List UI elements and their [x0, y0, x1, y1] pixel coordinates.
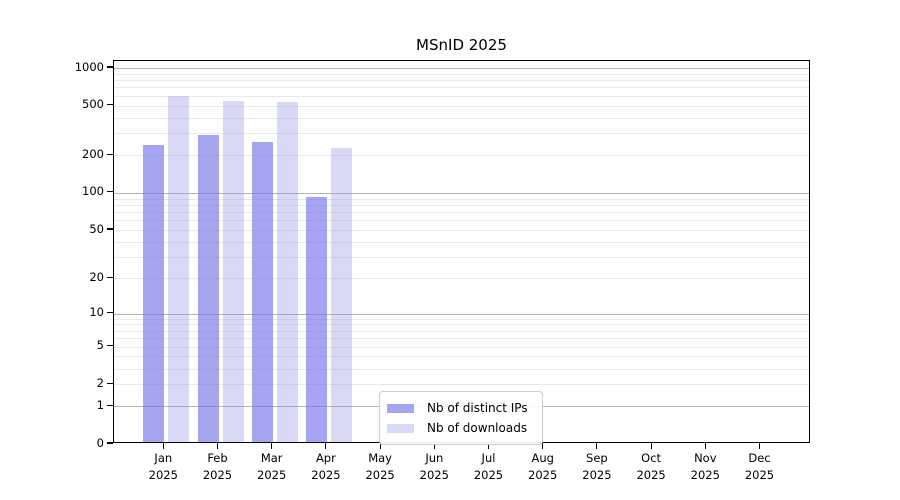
x-tick-label: Dec 2025 — [744, 451, 775, 482]
y-tick-mark — [106, 104, 113, 106]
gridline-minor — [114, 356, 809, 358]
bar-distinct-ips-jan — [143, 144, 165, 442]
gridline-minor — [114, 198, 809, 200]
gridline-major — [114, 192, 809, 194]
x-tick-label: Oct 2025 — [636, 451, 666, 482]
x-tick-mark — [596, 443, 598, 449]
gridline-minor — [114, 105, 809, 107]
x-tick-label: Jun 2025 — [419, 451, 449, 482]
x-tick-mark — [216, 443, 219, 449]
legend-swatch-downloads-icon — [387, 423, 414, 433]
y-tick-label: 5 — [96, 338, 104, 352]
y-tick-mark — [106, 153, 113, 155]
x-tick-label: Mar 2025 — [257, 451, 287, 482]
gridline-minor — [114, 338, 809, 340]
gridline-minor — [114, 330, 809, 332]
gridline-minor — [114, 384, 809, 386]
y-tick-label: 10 — [89, 305, 104, 319]
legend-swatch-distinct-ips-icon — [387, 403, 414, 413]
bar-downloads-feb — [222, 101, 244, 442]
gridline-minor — [114, 95, 809, 97]
gridline-minor — [114, 368, 809, 370]
x-tick-mark — [758, 443, 761, 449]
bar-downloads-apr — [330, 148, 352, 442]
gridline-minor — [114, 230, 809, 231]
y-tick-label: 100 — [82, 184, 104, 199]
x-tick-label: Nov 2025 — [690, 451, 720, 482]
gridline-major — [114, 313, 809, 315]
y-tick-mark — [106, 344, 113, 347]
y-tick-mark — [106, 66, 113, 68]
gridline-minor — [114, 73, 809, 75]
y-tick-label: 2 — [96, 375, 104, 390]
x-tick-label: May 2025 — [365, 451, 395, 482]
y-tick-label: 20 — [89, 269, 104, 284]
x-tick-mark — [162, 443, 164, 449]
y-tick-label: 50 — [89, 221, 104, 236]
legend-label-distinct-ips: Nb of distinct IPs — [427, 401, 528, 415]
gridline-minor — [114, 318, 809, 320]
gridline-minor — [114, 204, 809, 206]
y-tick-label: 1000 — [74, 59, 104, 74]
x-tick-mark — [325, 443, 327, 449]
x-tick-label: Aug 2025 — [528, 451, 558, 482]
x-tick-mark — [704, 443, 706, 449]
legend-item-downloads: Nb of downloads — [387, 418, 534, 438]
legend-item-distinct-ips: Nb of distinct IPs — [387, 398, 534, 418]
gridline-minor — [114, 278, 809, 280]
bar-downloads-mar — [276, 102, 298, 442]
gridline-minor — [114, 241, 809, 243]
x-tick-mark — [379, 443, 381, 449]
plot-area: Nb of distinct IPs Nb of downloads — [113, 60, 810, 445]
gridline-minor — [114, 80, 809, 82]
x-tick-label: Jul 2025 — [473, 451, 504, 482]
x-tick-label: Apr 2025 — [311, 451, 341, 482]
x-tick-label: Jan 2025 — [148, 451, 178, 482]
gridline-minor — [114, 220, 809, 222]
y-tick-mark — [106, 228, 113, 230]
y-tick-mark — [106, 404, 113, 406]
gridline-minor — [114, 87, 809, 89]
x-tick-label: Sep 2025 — [582, 451, 612, 482]
bar-distinct-ips-apr — [305, 196, 327, 442]
gridline-minor — [114, 133, 809, 135]
gridline-minor — [114, 155, 809, 157]
x-tick-label: Feb 2025 — [202, 451, 233, 482]
y-tick-mark — [106, 191, 113, 193]
bar-downloads-jan — [168, 96, 190, 442]
legend-label-downloads: Nb of downloads — [427, 421, 528, 435]
x-tick-mark — [487, 443, 490, 449]
legend: Nb of distinct IPs Nb of downloads — [379, 391, 543, 445]
gridline-minor — [114, 324, 809, 326]
y-tick-label: 0 — [96, 435, 104, 450]
gridline-minor — [114, 346, 809, 348]
y-tick-label: 500 — [82, 97, 104, 112]
x-tick-mark — [650, 443, 652, 449]
y-tick-mark — [106, 311, 113, 314]
gridline-minor — [114, 257, 809, 259]
y-tick-mark — [106, 276, 113, 278]
gridline-minor — [114, 212, 809, 213]
y-tick-mark — [106, 382, 113, 384]
bar-distinct-ips-feb — [197, 134, 219, 442]
gridline-major — [114, 68, 809, 69]
y-tick-mark — [106, 442, 113, 444]
x-tick-mark — [433, 443, 435, 449]
gridline-minor — [114, 117, 809, 119]
chart-title: MSnID 2025 — [416, 36, 507, 54]
x-tick-mark — [542, 443, 544, 449]
y-tick-label: 1 — [96, 397, 104, 412]
x-tick-mark — [271, 443, 273, 449]
bar-distinct-ips-mar — [251, 141, 273, 442]
y-tick-label: 200 — [82, 146, 104, 161]
